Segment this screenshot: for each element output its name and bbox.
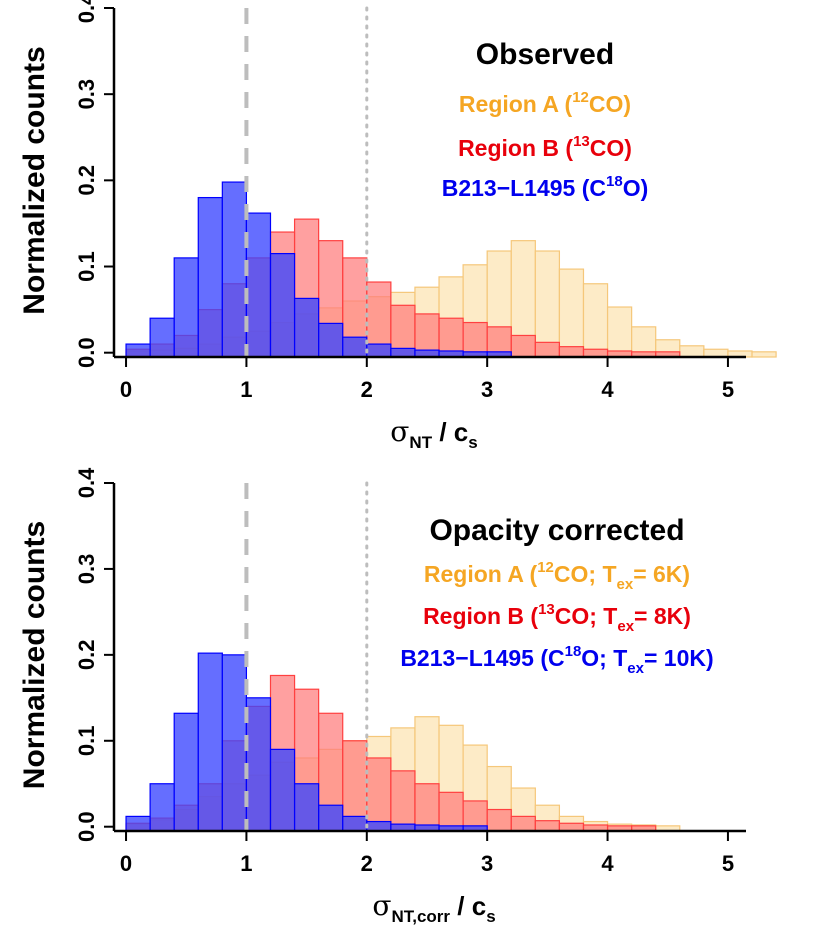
bar [390,770,416,832]
series-2 [125,652,488,832]
bar [534,250,561,358]
x-tick-label: 3 [481,377,493,402]
bar [510,815,536,832]
bar [558,268,585,358]
legend-entry: Region B (13CO; Tex= 8K) [423,601,691,635]
y-axis-title: Normalized counts [18,521,51,789]
y-axis-title: Normalized counts [18,46,51,314]
y-tick-label: 0.3 [74,79,99,110]
y-tick-label: 0.0 [74,811,99,842]
bar [558,346,585,358]
bar [293,297,320,358]
bar [342,336,368,358]
top-panel: 0 1 2 3 4 5 0.0 0.1 0.2 0.3 0.4 Normalized counts σN… [18,0,777,452]
bar [149,317,175,358]
series-2 [125,181,512,358]
bar [293,783,320,832]
x-tick-label: 4 [601,851,614,876]
bar [125,343,151,358]
bar [269,748,296,832]
bar [245,697,272,832]
x-tick-label: 0 [120,377,132,402]
bar [606,306,633,358]
bar [342,815,368,832]
bar [534,341,561,358]
y-tick-label: 0.3 [74,554,99,585]
x-tick-label: 5 [722,377,734,402]
y-tick-label: 0.0 [74,337,99,368]
bar [366,343,392,358]
legend-entry: B213−L1495 (C18O) [442,173,649,201]
bar [486,808,512,832]
bar [534,820,561,832]
x-tick-label: 1 [240,851,252,876]
x-axis-title: σNT / cs [390,415,477,452]
y-tick-label: 0.4 [74,0,99,23]
legend-title: Opacity corrected [429,514,684,547]
legend-entry: Region B (13CO) [458,133,632,161]
bar [221,654,248,832]
legend-title: Observed [476,38,614,71]
x-axis-title: σNT,corr / cs [372,889,495,926]
bar [366,820,392,832]
bar [269,252,296,358]
x-tick-label: 0 [120,851,132,876]
x-tick-label: 2 [361,377,373,402]
x-tick-label: 1 [240,377,252,402]
bar [173,257,199,358]
bar [197,196,223,358]
bar [582,283,609,358]
bar [221,181,248,358]
bottom-panel: 0 1 2 3 4 5 0.0 0.1 0.2 0.3 0.4 Normalized counts σN… [18,467,746,926]
bar [751,351,777,358]
legend: Observed Region A (12CO) Region B (13CO) B2… [442,38,649,201]
x-tick-label: 2 [361,851,373,876]
bar [125,815,151,832]
legend: Opacity corrected Region A (12CO; Tex= 6K… [400,514,713,677]
bar [510,334,536,358]
bar [679,345,705,358]
bar [197,652,223,832]
legend-entry: Region A (12CO) [459,89,631,117]
legend-entry: B213−L1495 (C18O; Tex= 10K) [400,643,713,677]
x-tick-label: 5 [722,851,734,876]
y-tick-label: 0.4 [74,467,99,498]
bar [245,212,272,358]
bar [390,347,416,358]
bar [318,804,344,832]
bar [438,791,464,832]
y-tick-label: 0.1 [74,725,99,756]
y-tick-label: 0.1 [74,251,99,282]
y-tick-label: 0.2 [74,640,99,671]
x-tick-label: 4 [601,377,614,402]
legend-entry: Region A (12CO; Tex= 6K) [424,559,690,593]
bar [414,783,440,832]
y-tick-label: 0.2 [74,165,99,196]
bar [149,783,175,832]
bar [173,712,199,832]
x-tick-label: 3 [481,851,493,876]
bar [366,757,392,832]
bar [318,322,344,358]
